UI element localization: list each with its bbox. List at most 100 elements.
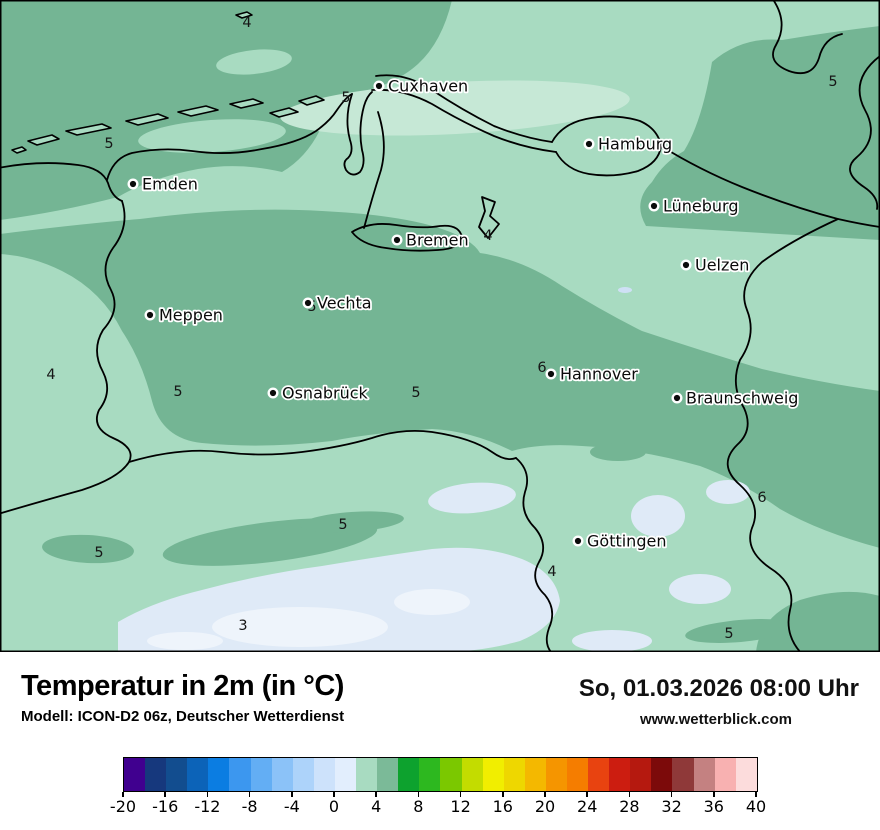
temperature-value: 5 xyxy=(338,517,347,533)
map-title: Temperatur in 2m (in °C) xyxy=(21,670,344,702)
city-marker: Osnabrück xyxy=(267,382,370,404)
border-right-edge xyxy=(849,55,880,210)
model-info: Modell: ICON-D2 06z, Deutscher Wetterdie… xyxy=(21,708,345,725)
colorbar-segment xyxy=(208,758,230,791)
bremen-outline xyxy=(351,223,463,252)
colorbar-segment xyxy=(398,758,420,791)
colorbar-tick-label: -4 xyxy=(283,797,300,816)
colorbar-tick xyxy=(544,792,546,797)
colorbar-segment xyxy=(545,758,567,791)
temperature-value: 5 xyxy=(104,136,113,152)
colorbar-segment xyxy=(566,758,589,791)
colorbar-tick-label: 16 xyxy=(492,797,513,816)
city-marker: Cuxhaven xyxy=(373,75,470,97)
colorbar-segment xyxy=(356,758,378,791)
city-dot xyxy=(375,82,383,90)
colorbar-segment xyxy=(145,758,167,791)
colorbar-tick xyxy=(333,792,335,797)
colorbar-tick-label: 28 xyxy=(619,797,640,816)
coastline-west xyxy=(0,162,123,202)
colorbar-segment xyxy=(440,758,462,791)
city-label: Cuxhaven xyxy=(388,77,468,96)
colorbar-tick-label: 4 xyxy=(371,797,382,816)
colorbar-tick xyxy=(628,792,631,797)
colorbar-tick-label: 36 xyxy=(703,797,724,816)
city-label: Meppen xyxy=(159,306,223,325)
colorbar-tick-label: -16 xyxy=(152,797,179,816)
colorbar-segment xyxy=(334,758,357,791)
colorbar-segment xyxy=(166,758,188,791)
temperature-value: 6 xyxy=(757,490,766,506)
colorbar-tick xyxy=(417,792,420,797)
city-dot xyxy=(673,394,681,402)
city-marker: Uelzen xyxy=(680,254,751,276)
colorbar-tick-label: -12 xyxy=(194,797,221,816)
border-southwest xyxy=(128,429,517,463)
map-frame xyxy=(0,0,880,652)
colorbar-tick-label: 0 xyxy=(328,797,340,816)
temperature-value: 6 xyxy=(537,360,546,376)
colorbar-tick xyxy=(670,792,673,797)
city-marker: Hamburg xyxy=(583,133,674,155)
colorbar-tick-label: -8 xyxy=(241,797,258,816)
city-dot xyxy=(129,180,137,188)
city-marker: Bremen xyxy=(391,229,470,251)
colorbar-segment xyxy=(672,758,694,791)
mild-green-patches xyxy=(138,49,292,153)
colorbar-tick-label: 24 xyxy=(577,797,598,816)
colorbar-tick xyxy=(713,792,715,797)
colorbar-segment xyxy=(271,758,293,791)
colorbar-segment xyxy=(588,758,610,791)
colorbar-segment xyxy=(503,758,525,791)
temperature-value: 4 xyxy=(242,15,251,31)
colorbar-segment xyxy=(124,758,146,791)
colorbar-tick xyxy=(755,792,757,797)
border-netherlands xyxy=(0,200,132,515)
colorbar-segment xyxy=(630,758,652,791)
city-marker: Göttingen xyxy=(572,530,668,552)
city-label: Osnabrück xyxy=(282,384,369,403)
colorbar-segment xyxy=(229,758,251,791)
colorbar-segment xyxy=(313,758,335,791)
city-label: Bremen xyxy=(406,231,469,250)
city-dot xyxy=(393,236,401,244)
colorbar-tick xyxy=(122,792,124,797)
temperature-value: 5 xyxy=(411,385,420,401)
temperature-value-labels: 4 5 5 5 4 4 5 5 5 6 6 5 5 3 4 5 xyxy=(46,15,837,642)
city-markers: Cuxhaven Hamburg Emden Lüneburg Bremen Uelzen… xyxy=(127,75,800,552)
colorbar-tick xyxy=(291,792,293,797)
temperature-value: 5 xyxy=(94,545,103,561)
temperature-value: 3 xyxy=(238,618,247,634)
temperature-value: 4 xyxy=(46,367,55,383)
city-marker: Meppen xyxy=(144,304,225,326)
colorbar-segment xyxy=(693,758,715,791)
border-north-east xyxy=(772,0,843,75)
colorbar-segment xyxy=(482,758,504,791)
city-label: Hamburg xyxy=(598,135,672,154)
coldest-blue-patches xyxy=(147,589,470,650)
temperature-value: 5 xyxy=(307,299,316,315)
colorbar-segment xyxy=(609,758,631,791)
colorbar-tick-label: 12 xyxy=(450,797,471,816)
temperature-value: 4 xyxy=(547,564,556,580)
colorbar-tick xyxy=(248,792,251,797)
colorbar-segment xyxy=(377,758,399,791)
valid-datetime: So, 01.03.2026 08:00 Uhr xyxy=(578,675,859,702)
temperature-value: 4 xyxy=(483,228,492,244)
border-east xyxy=(726,218,839,652)
mint-estuary-patch xyxy=(280,80,630,136)
city-label: Braunschweig xyxy=(686,389,798,408)
city-dot xyxy=(146,311,154,319)
colorbar-tick xyxy=(586,792,588,797)
colorbar-tick-label: -20 xyxy=(109,797,137,816)
colorbar-tick xyxy=(375,792,377,797)
temperature-value: 5 xyxy=(341,90,350,106)
city-marker: Vechta xyxy=(302,292,373,314)
temperature-map-svg: 4 5 5 5 4 4 5 5 5 6 6 5 5 3 4 5 Cuxhaven Hamburg Emden Lün… xyxy=(0,0,880,652)
colorbar-tick-label: 40 xyxy=(745,797,767,816)
islands xyxy=(11,11,325,154)
border-lines xyxy=(0,0,880,652)
city-label: Uelzen xyxy=(695,256,749,275)
colorbar-segment xyxy=(651,758,673,791)
city-dot xyxy=(304,299,312,307)
